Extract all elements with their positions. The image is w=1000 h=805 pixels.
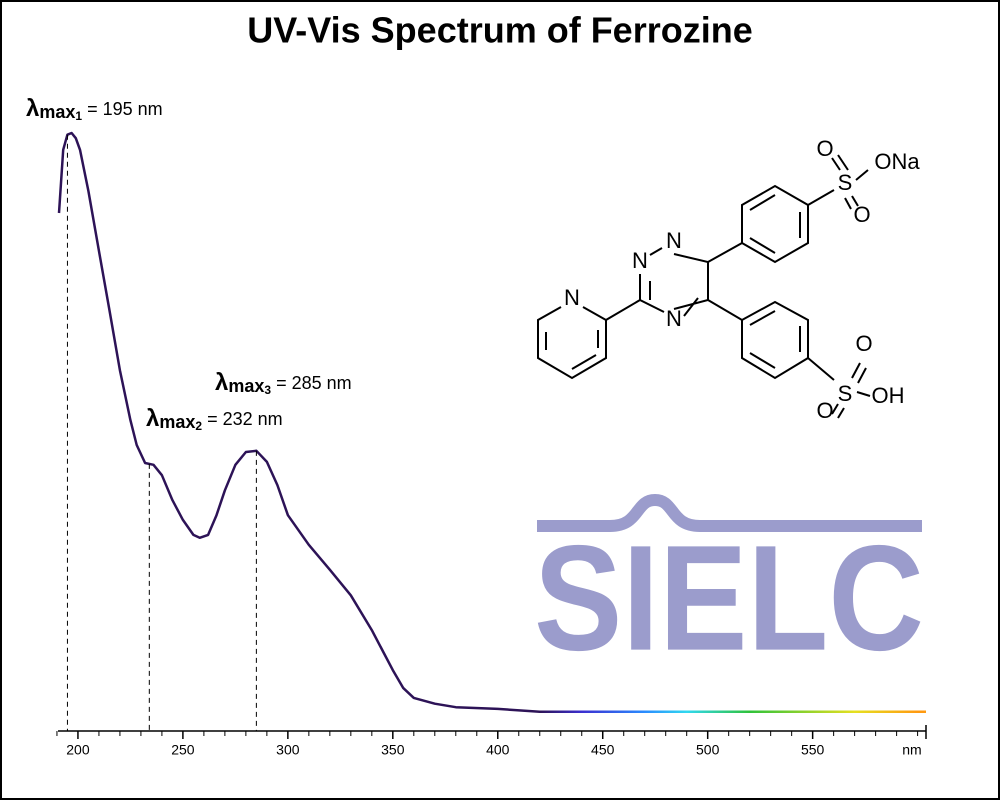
atom-label: O [853, 202, 870, 227]
label-part: max [159, 412, 195, 432]
atom-label: O [816, 398, 833, 423]
bond [831, 154, 871, 419]
label-part: λ [146, 405, 159, 432]
atom-label: N [666, 306, 682, 331]
x-tick-label: 200 [66, 742, 90, 758]
label-part: = 232 nm [207, 409, 283, 429]
logo: SIELC [534, 493, 924, 682]
x-tick-label: 500 [696, 742, 720, 758]
x-tick-label: 250 [171, 742, 195, 758]
label-part: λ [26, 95, 39, 122]
label-part: 2 [195, 419, 202, 433]
atom-label: OH [872, 383, 905, 408]
atom-label: N [564, 285, 580, 310]
atom-label: O [816, 136, 833, 161]
label-part: max [39, 102, 75, 122]
lambda-max-label: λmax2 = 232 nm [146, 405, 283, 433]
atom-label: O [855, 331, 872, 356]
x-tick-label: 400 [486, 742, 510, 758]
bond [537, 247, 663, 380]
logo-text: SIELC [534, 514, 924, 682]
bond [707, 184, 835, 264]
spectrum-line [57, 131, 926, 714]
label-part: λ [215, 369, 228, 396]
chart-title: UV-Vis Spectrum of Ferrozine [247, 10, 752, 51]
atom-label: N [632, 248, 648, 273]
x-tick-label: 450 [591, 742, 615, 758]
x-tick-label: 550 [801, 742, 825, 758]
x-unit-label: nm [902, 742, 921, 758]
structure: N N N N O S O ONa O S O OH [537, 136, 920, 423]
bond [707, 299, 835, 381]
x-tick-label: 350 [381, 742, 405, 758]
logo-swoosh [537, 493, 922, 532]
label-part: 3 [264, 383, 271, 397]
label-part: max [228, 376, 264, 396]
x-tick-label: 300 [276, 742, 300, 758]
label-part: = 195 nm [87, 99, 163, 119]
atom-label: ONa [874, 149, 920, 174]
label-part: 1 [75, 109, 82, 123]
atom-label: S [838, 381, 853, 406]
atom-label: S [838, 170, 853, 195]
label-part: = 285 nm [276, 373, 352, 393]
atom-label: N [666, 228, 682, 253]
lambda-max-label: λmax3 = 285 nm [215, 369, 352, 397]
lambda-max-label: λmax1 = 195 nm [26, 95, 163, 123]
